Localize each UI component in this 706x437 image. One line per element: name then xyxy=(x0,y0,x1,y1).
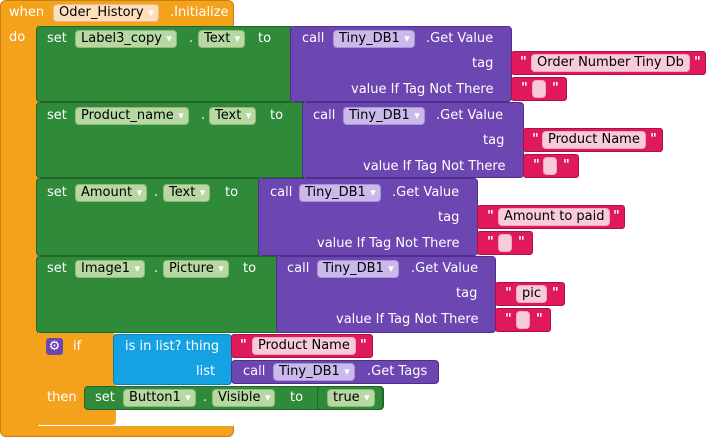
quote-open: " xyxy=(487,235,494,250)
quote-close: " xyxy=(613,209,620,224)
tinydb-component-dropdown[interactable]: Tiny_DB1 xyxy=(299,184,381,202)
dot-label: . xyxy=(154,261,159,276)
to-label: to xyxy=(270,108,284,123)
tinydb-get-value-block[interactable] xyxy=(258,178,478,256)
then-label: then xyxy=(47,390,77,405)
set-property-dropdown[interactable]: Text xyxy=(198,30,246,48)
text-field-product-name[interactable]: Product Name xyxy=(542,131,646,149)
do-label: do xyxy=(9,30,26,45)
set-label: set xyxy=(47,31,67,46)
set-block-amount[interactable] xyxy=(36,178,260,256)
tinydb-component-dropdown[interactable]: Tiny_DB1 xyxy=(333,30,415,48)
gear-icon[interactable]: ⚙ xyxy=(46,338,63,355)
tinydb-component-dropdown[interactable]: Tiny_DB1 xyxy=(343,107,425,125)
tag-label: tag xyxy=(483,133,505,148)
set-component-dropdown[interactable]: Product_name xyxy=(75,107,189,125)
quote-close: " xyxy=(518,235,525,250)
text-field-empty[interactable] xyxy=(543,157,557,175)
value-if-tag-not-there-label: value If Tag Not There xyxy=(363,159,506,174)
set-component-dropdown[interactable]: Amount xyxy=(75,184,148,202)
text-field-empty[interactable] xyxy=(516,311,530,329)
quote-close: " xyxy=(563,158,570,173)
set-label: set xyxy=(47,108,67,123)
quote-close: " xyxy=(650,132,657,147)
set-property-dropdown[interactable]: Text xyxy=(209,107,257,125)
value-if-tag-not-there-label: value If Tag Not There xyxy=(317,236,460,251)
is-in-list-label: is in list? thing xyxy=(125,339,220,354)
call-label: call xyxy=(313,108,336,123)
quote-open: " xyxy=(505,312,512,327)
method-label: .Get Value xyxy=(392,185,460,200)
call-label: call xyxy=(287,261,310,276)
tinydb-component-dropdown[interactable]: Tiny_DB1 xyxy=(273,363,355,381)
quote-open: " xyxy=(521,81,528,96)
event-component-dropdown[interactable]: Oder_History xyxy=(53,4,159,22)
method-label: .Get Tags xyxy=(367,364,428,379)
event-block-body-rail xyxy=(0,25,38,428)
tag-label: tag xyxy=(438,210,460,225)
quote-open: " xyxy=(505,286,512,301)
value-if-tag-not-there-label: value If Tag Not There xyxy=(351,82,494,97)
text-field-amount-to-paid[interactable]: Amount to paid xyxy=(498,208,611,226)
dot-label: . xyxy=(201,108,206,123)
set-component-dropdown[interactable]: Image1 xyxy=(75,260,145,278)
set-component-dropdown[interactable]: Button1 xyxy=(123,389,196,407)
quote-open: " xyxy=(487,209,494,224)
call-label: call xyxy=(302,31,325,46)
set-property-dropdown[interactable]: Picture xyxy=(163,260,229,278)
set-component-dropdown[interactable]: Label3_copy xyxy=(75,30,177,48)
to-label: to xyxy=(243,261,257,276)
if-label: if xyxy=(73,339,82,354)
boolean-value-dropdown[interactable]: true xyxy=(327,389,375,407)
tinydb-component-dropdown[interactable]: Tiny_DB1 xyxy=(317,260,399,278)
dot-label: . xyxy=(189,31,194,46)
method-label: .Get Value xyxy=(411,261,479,276)
call-label: call xyxy=(270,185,293,200)
call-label: call xyxy=(243,364,266,379)
set-label: set xyxy=(47,261,67,276)
event-name-label: .Initialize xyxy=(170,5,229,20)
tag-label: tag xyxy=(456,286,478,301)
text-field-order-number-tiny-db[interactable]: Order Number Tiny Db xyxy=(531,54,690,72)
quote-close: " xyxy=(694,55,701,70)
quote-close: " xyxy=(552,81,559,96)
text-field-product-name[interactable]: Product Name xyxy=(252,337,356,355)
set-label: set xyxy=(95,390,115,405)
list-label: list xyxy=(196,364,216,379)
quote-close: " xyxy=(360,338,367,353)
method-label: .Get Value xyxy=(426,31,494,46)
text-field-empty[interactable] xyxy=(498,234,512,252)
set-property-dropdown[interactable]: Visible xyxy=(212,389,276,407)
quote-open: " xyxy=(533,158,540,173)
quote-close: " xyxy=(552,286,559,301)
quote-open: " xyxy=(240,338,247,353)
tag-label: tag xyxy=(472,56,494,71)
set-property-dropdown[interactable]: Text xyxy=(163,184,211,202)
when-label: when xyxy=(9,5,45,20)
text-field-empty[interactable] xyxy=(532,80,546,98)
to-label: to xyxy=(258,31,272,46)
method-label: .Get Value xyxy=(436,108,504,123)
dot-label: . xyxy=(203,390,208,405)
set-label: set xyxy=(47,185,67,200)
text-field-pic[interactable]: pic xyxy=(516,285,548,303)
is-in-list-block[interactable] xyxy=(113,334,232,385)
to-label: to xyxy=(290,390,304,405)
quote-open: " xyxy=(520,55,527,70)
dot-label: . xyxy=(154,185,159,200)
quote-close: " xyxy=(536,312,543,327)
value-if-tag-not-there-label: value If Tag Not There xyxy=(336,312,479,327)
event-block-footer xyxy=(0,426,234,437)
to-label: to xyxy=(225,185,239,200)
quote-open: " xyxy=(532,132,539,147)
